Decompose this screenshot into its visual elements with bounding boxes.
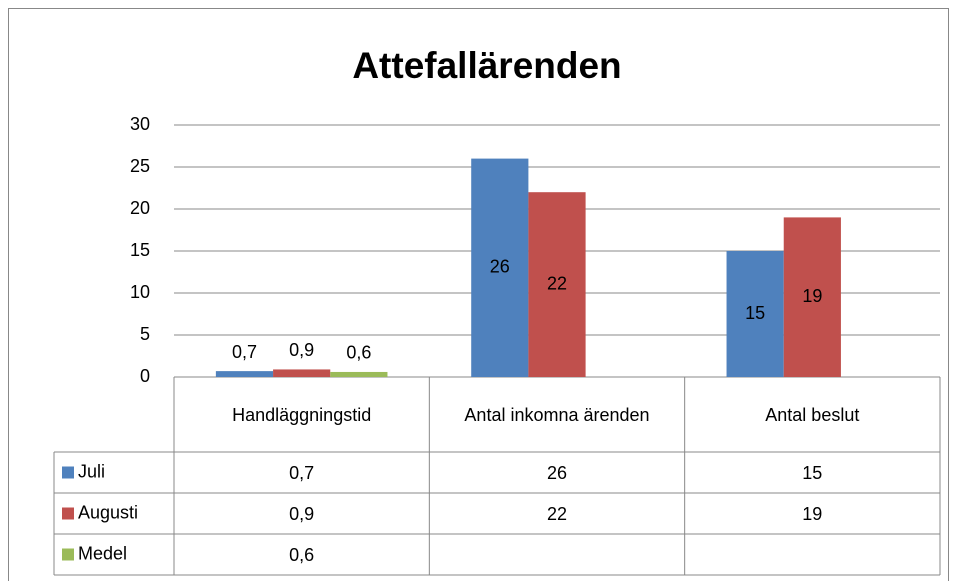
bar (330, 371, 388, 377)
legend-label: Augusti (78, 502, 138, 522)
bar (471, 158, 529, 377)
value-label: 19 (802, 286, 822, 306)
y-tick-label: 5 (140, 324, 150, 344)
category-label: Antal inkomna ärenden (464, 404, 650, 425)
legend-label: Juli (78, 461, 105, 481)
bar (273, 369, 331, 377)
y-tick-label: 15 (130, 240, 150, 260)
bar (528, 192, 586, 377)
bar (215, 371, 274, 377)
y-tick-label: 20 (130, 198, 150, 218)
y-tick-label: 25 (130, 156, 150, 176)
value-label: 0,6 (346, 343, 371, 363)
table-value: 0,9 (289, 503, 315, 524)
chart-title: Attefallärenden (352, 45, 621, 86)
bar (726, 251, 784, 377)
y-tick-label: 0 (140, 366, 150, 386)
value-label: 26 (490, 257, 510, 277)
y-tick-label: 10 (130, 282, 150, 302)
value-label: 0,7 (232, 342, 257, 362)
value-label: 22 (547, 273, 567, 293)
legend-key (62, 507, 74, 520)
value-label: 0,9 (289, 340, 314, 360)
y-tick-label: 30 (130, 114, 150, 134)
legend-key (62, 548, 74, 561)
table-value: 15 (802, 462, 823, 483)
table-value: 22 (546, 503, 567, 524)
table-value: 26 (546, 462, 567, 483)
value-label: 15 (745, 303, 765, 323)
table-value: 0,7 (289, 462, 315, 483)
category-label: Handläggningstid (232, 404, 372, 425)
legend-key (62, 466, 74, 479)
bar (783, 217, 841, 377)
table-value: 0,6 (289, 544, 315, 565)
table-value: 19 (802, 503, 823, 524)
category-label: Antal beslut (765, 404, 860, 425)
legend-label: Medel (78, 543, 127, 563)
